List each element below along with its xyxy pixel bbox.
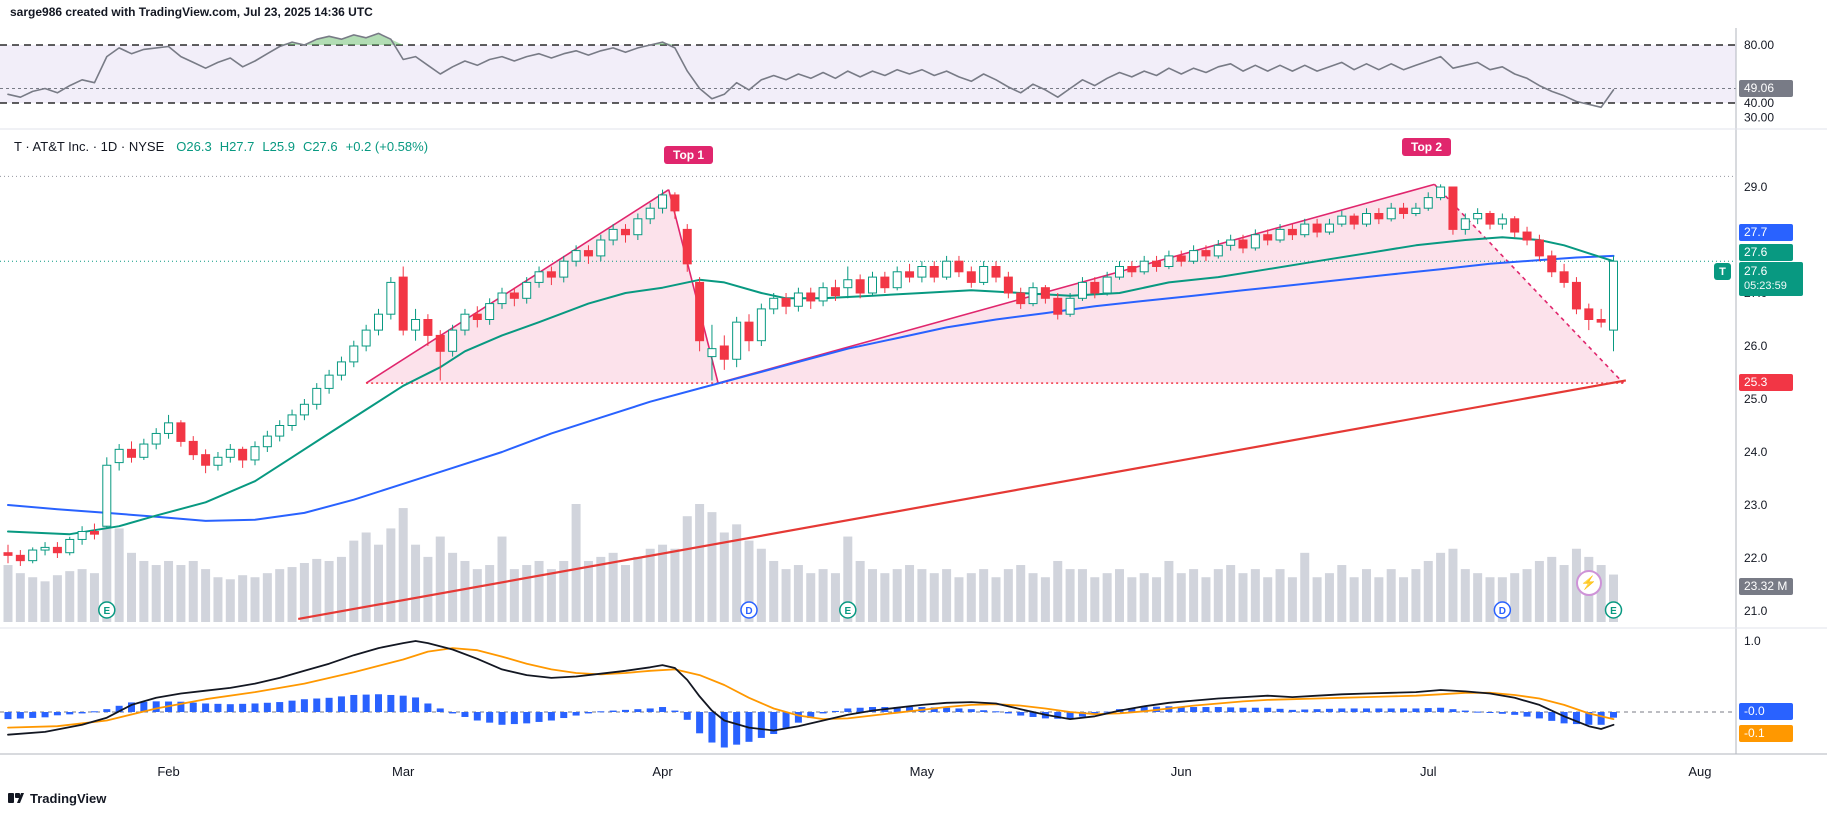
- ohlc-close: C27.6: [302, 139, 338, 154]
- ohlc-open: O26.3: [176, 139, 212, 154]
- macd-histogram: [4, 694, 1617, 748]
- ohlc-low: L25.9: [262, 139, 295, 154]
- pattern-label-top1[interactable]: Top 1: [664, 146, 714, 164]
- svg-text:Feb: Feb: [157, 764, 179, 779]
- overbought-fill: [8, 33, 1614, 45]
- trend-line: [298, 379, 1627, 621]
- ma-slow-line: [7, 254, 1615, 522]
- lightning-icon[interactable]: ⚡: [1576, 570, 1602, 596]
- svg-text:80.00: 80.00: [1744, 38, 1774, 52]
- oscillator-value-badge: 49.06: [1739, 80, 1793, 97]
- svg-text:Aug: Aug: [1688, 764, 1711, 779]
- macd-line: [7, 640, 1615, 736]
- macd-signal-line: [7, 647, 1615, 729]
- oscillator-line: [7, 32, 1615, 109]
- tradingview-logo-icon: [8, 793, 24, 803]
- bar-countdown: 05:23:59: [1744, 280, 1787, 292]
- pattern-label-top2[interactable]: Top 2: [1402, 138, 1452, 156]
- ma-slow-value-badge: 27.7: [1739, 224, 1793, 241]
- volume-value-badge: 23.32 M: [1739, 578, 1793, 595]
- svg-text:23.0: 23.0: [1744, 498, 1768, 512]
- svg-text:E: E: [103, 606, 110, 617]
- svg-text:22.0: 22.0: [1744, 551, 1768, 565]
- watermark-credit: sarge986 created with TradingView.com, J…: [10, 5, 373, 19]
- volume-layer: [3, 504, 1618, 622]
- svg-text:21.0: 21.0: [1744, 604, 1768, 618]
- ohlc-high: H27.7: [219, 139, 255, 154]
- svg-text:29.0: 29.0: [1744, 180, 1768, 194]
- macd-pane[interactable]: [0, 640, 1736, 748]
- oscillator-pane[interactable]: [0, 32, 1736, 109]
- symbol-legend[interactable]: T · AT&T Inc. · 1D · NYSE O26.3 H27.7 L25.9…: [14, 139, 436, 154]
- svg-text:E: E: [1610, 606, 1617, 617]
- svg-text:30.00: 30.00: [1744, 111, 1774, 125]
- svg-text:24.0: 24.0: [1744, 445, 1768, 459]
- svg-text:D: D: [1499, 606, 1506, 617]
- svg-text:E: E: [844, 606, 851, 617]
- change-value: +0.2 (+0.58%): [345, 139, 429, 154]
- time-axis[interactable]: Feb Mar Apr May Jun Jul Aug: [157, 764, 1711, 779]
- svg-text:26.0: 26.0: [1744, 339, 1768, 353]
- symbol-axis-marker: T: [1714, 263, 1731, 280]
- price-axis[interactable]: 80.0040.0030.0029.027.026.025.024.023.02…: [0, 28, 1827, 755]
- svg-text:Jun: Jun: [1171, 764, 1192, 779]
- svg-text:D: D: [745, 606, 752, 617]
- svg-text:25.0: 25.0: [1744, 392, 1768, 406]
- ma-fast-value-badge: 27.6: [1739, 244, 1793, 261]
- macd-hist-value-badge: -0.0: [1739, 703, 1793, 720]
- svg-text:40.00: 40.00: [1744, 96, 1774, 110]
- tradingview-logo-text: TradingView: [30, 790, 107, 806]
- svg-text:Mar: Mar: [392, 764, 415, 779]
- pattern-level-badge: 25.3: [1739, 374, 1793, 391]
- last-price-badge: 27.6 05:23:59: [1739, 262, 1803, 296]
- macd-signal-value-badge: -0.1: [1739, 725, 1793, 742]
- svg-text:1.0: 1.0: [1744, 634, 1761, 648]
- pattern-drawing[interactable]: [298, 183, 1627, 621]
- tradingview-logo[interactable]: TradingView: [8, 790, 106, 806]
- svg-text:May: May: [910, 764, 935, 779]
- svg-text:Apr: Apr: [652, 764, 673, 779]
- last-price-value: 27.6: [1744, 264, 1768, 278]
- symbol-title: T · AT&T Inc. · 1D · NYSE: [14, 139, 165, 154]
- svg-text:Jul: Jul: [1420, 764, 1437, 779]
- candles-layer[interactable]: [3, 184, 1618, 566]
